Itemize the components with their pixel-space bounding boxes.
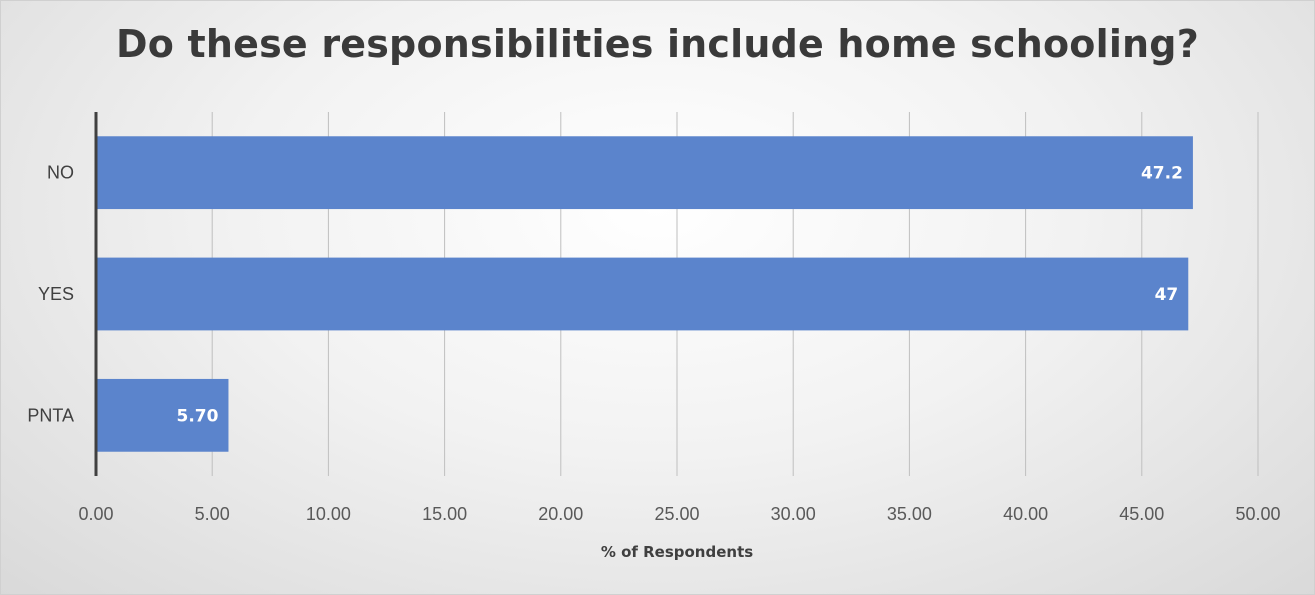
- category-label: NO: [47, 163, 74, 183]
- data-label: 47.2: [1141, 164, 1183, 184]
- x-tick-label: 25.00: [654, 504, 699, 524]
- x-tick-label: 40.00: [1003, 504, 1048, 524]
- axes: 0.00 5.00 10.00 15.00 20.00 25.00 30.00 35.00 40…: [27, 112, 1281, 524]
- data-label: 47: [1155, 285, 1179, 305]
- category-label: PNTA: [27, 405, 74, 425]
- x-tick-label: 35.00: [887, 504, 932, 524]
- x-tick-label: 50.00: [1235, 504, 1280, 524]
- bar: [96, 378, 229, 452]
- x-axis-title: % of Respondents: [601, 543, 753, 561]
- bar: [96, 257, 1189, 331]
- chart-title: Do these responsibilities include home s…: [116, 22, 1199, 66]
- data-label: 5.70: [177, 406, 219, 426]
- x-tick-label: 45.00: [1119, 504, 1164, 524]
- x-tick-label: 0.00: [78, 504, 113, 524]
- x-tick-label: 10.00: [306, 504, 351, 524]
- category-label: YES: [38, 284, 74, 304]
- x-tick-label: 15.00: [422, 504, 467, 524]
- bars: 47.2 47 5.70: [96, 136, 1193, 452]
- x-tick-label: 20.00: [538, 504, 583, 524]
- x-tick-label: 30.00: [771, 504, 816, 524]
- bar: [96, 136, 1193, 210]
- x-tick-label: 5.00: [195, 504, 230, 524]
